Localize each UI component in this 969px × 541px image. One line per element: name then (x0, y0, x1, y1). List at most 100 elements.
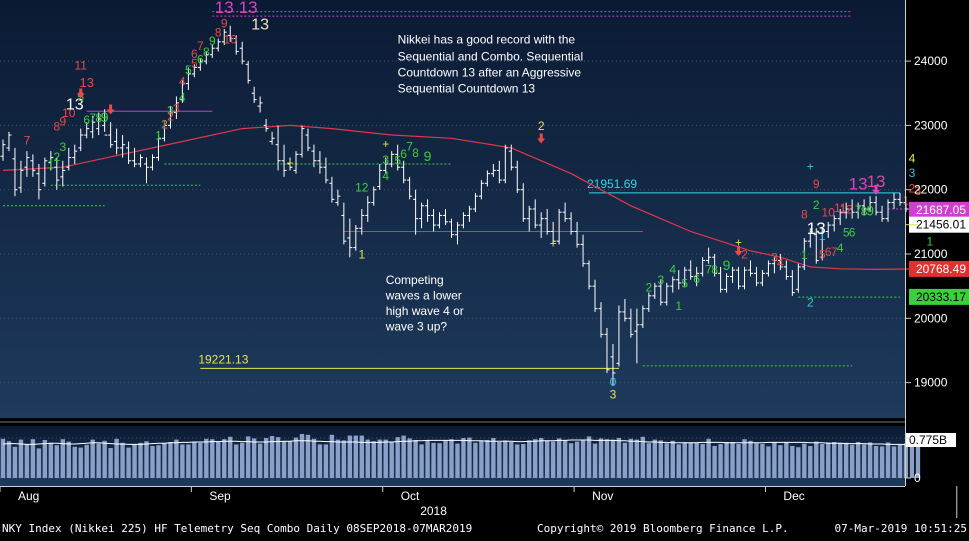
count-label: 13 (79, 75, 93, 90)
volume-bar (419, 444, 424, 478)
annotation-text: Countdown 13 after an Aggressive (398, 66, 582, 80)
volume-bar (562, 440, 568, 478)
volume-bar (706, 438, 711, 478)
volume-average-line (2, 439, 918, 446)
volume-bar (239, 442, 245, 478)
volume-bar (700, 444, 705, 478)
volume-bar (90, 439, 95, 478)
count-label: 10 (822, 206, 836, 220)
volume-bar (718, 444, 723, 478)
count-label: + (287, 156, 294, 170)
count-label: 3 (610, 388, 617, 402)
count-label: 11 (834, 201, 847, 215)
price-tick-label: 20000 (914, 311, 948, 325)
volume-bar (311, 438, 317, 478)
volume-bar (36, 448, 42, 478)
volume-bar (748, 440, 753, 478)
volume-bar (760, 444, 765, 478)
volume-bar (299, 434, 305, 478)
volume-bar (658, 440, 663, 478)
count-label: 7 (24, 134, 31, 148)
count-label: 6 (83, 113, 90, 127)
count-label: 13 (239, 0, 258, 17)
volume-bar (580, 439, 586, 478)
month-label: Aug (18, 489, 39, 503)
count-label: 2 (53, 150, 60, 164)
count-label: 4 (382, 169, 389, 183)
volume-bar (497, 442, 502, 478)
count-label: 7 (831, 245, 838, 259)
volume-bar (329, 434, 335, 478)
count-label: 9 (221, 17, 228, 31)
volume-bar (431, 442, 436, 478)
volume-bar (293, 437, 299, 478)
annotation-text: Nikkei has a good record with the (398, 33, 576, 47)
volume-bar (377, 439, 382, 478)
volume-bar (515, 444, 520, 478)
volume-bar (849, 444, 855, 478)
count-label: 6 (693, 272, 700, 286)
volume-bar (245, 436, 251, 478)
signal-arrow-icon (872, 184, 881, 195)
count-label: 2 (161, 118, 168, 132)
volume-bar (114, 438, 119, 478)
value-tag-label: 21687.05 (916, 203, 966, 217)
volume-bar (879, 446, 885, 478)
volume-bar (796, 447, 801, 478)
count-label: 6 (191, 47, 198, 61)
volume-bar (473, 442, 478, 478)
volume-bar (395, 437, 400, 478)
volume-bar (102, 440, 107, 478)
volume-bar (814, 441, 819, 478)
volume-bar (275, 437, 281, 478)
volume-bar (12, 446, 18, 478)
volume-bar (533, 439, 538, 478)
count-label: 5 (819, 248, 826, 262)
volume-bar (682, 442, 687, 478)
count-label: c (269, 0, 275, 3)
count-label: 6 (197, 53, 204, 67)
volume-bar (622, 442, 628, 478)
count-label: 8 (95, 111, 102, 125)
volume-bar (598, 438, 604, 478)
volume-bar (891, 446, 897, 478)
annotation-text: Sequential Countdown 13 (398, 82, 536, 96)
level-label: 21951.69 (587, 177, 637, 191)
count-label: 1 (675, 299, 682, 313)
volume-bar (389, 442, 394, 478)
volume-bar (174, 439, 179, 478)
volume-bar (6, 441, 12, 478)
year-label: 2018 (420, 504, 447, 518)
volume-bar (72, 446, 77, 478)
volume-bar (0, 438, 6, 478)
sequential-counts: 7123891013131156789123123445566789891013… (24, 0, 934, 402)
volume-bar (676, 444, 681, 478)
count-label: 1 (801, 248, 808, 262)
volume-bar (485, 440, 490, 478)
count-label: 13 (215, 0, 234, 17)
count-label: 5 (191, 57, 198, 71)
volume-bar (168, 442, 173, 478)
count-label: 5 (843, 226, 850, 240)
signal-arrow-icon (106, 104, 115, 115)
count-label: 1 (161, 118, 168, 132)
count-label: 7 (89, 111, 96, 125)
volume-bar (652, 439, 658, 478)
volume-bar (96, 443, 101, 478)
count-label: 2 (645, 280, 652, 294)
volume-bar (730, 442, 735, 478)
volume-bar (54, 445, 60, 478)
count-label: 3 (909, 166, 916, 180)
volume-bar (132, 444, 137, 478)
volume-bar (592, 443, 598, 478)
count-label: 1 (155, 129, 162, 143)
volume-bar (144, 441, 149, 478)
count-label: 13 (807, 219, 826, 238)
volume-bar (443, 440, 448, 478)
volume-bar (407, 438, 412, 478)
volume-bar (413, 440, 418, 478)
count-label: 10 (224, 33, 238, 47)
volume-bar (688, 442, 693, 478)
